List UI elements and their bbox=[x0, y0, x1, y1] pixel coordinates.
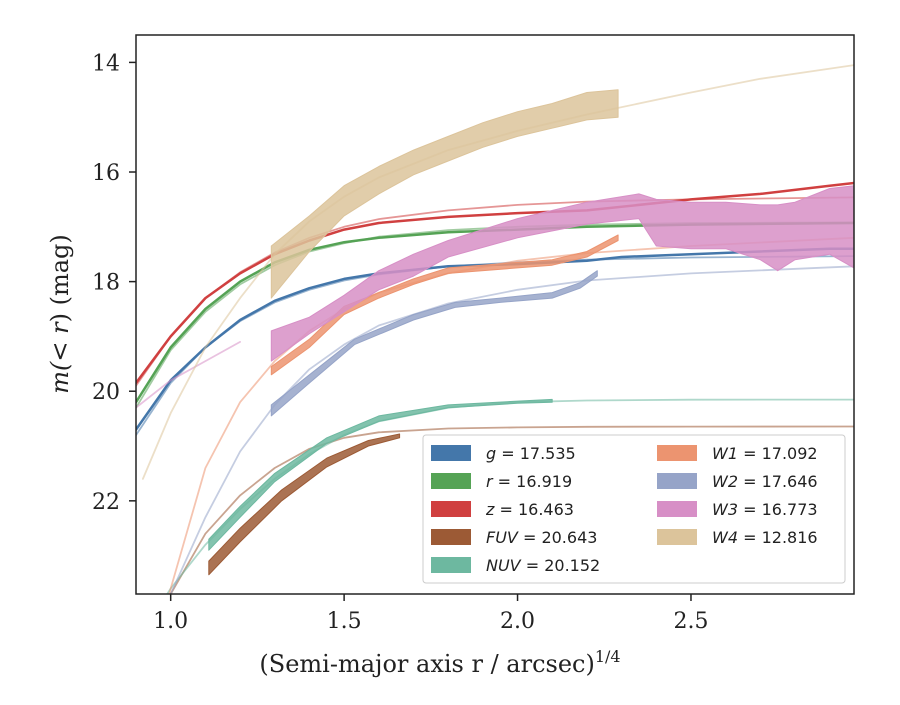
legend-swatch-r bbox=[431, 473, 471, 489]
legend-swatch-g bbox=[431, 445, 471, 461]
y-tick-label: 18 bbox=[92, 271, 120, 296]
legend-swatch-w3 bbox=[657, 501, 697, 517]
y-axis-label-prefix: m( bbox=[46, 361, 74, 394]
legend-label-w4: W4 = 12.816 bbox=[712, 528, 818, 547]
model-curve-w2 bbox=[169, 265, 854, 594]
y-axis: 14 16 18 20 22 bbox=[92, 51, 136, 515]
y-tick-label: 16 bbox=[92, 161, 120, 186]
x-axis: 1.0 1.5 2.0 2.5 bbox=[153, 594, 708, 634]
legend-swatch-w4 bbox=[657, 529, 697, 545]
x-tick-label: 2.0 bbox=[500, 609, 535, 634]
band-w4 bbox=[270, 89, 619, 299]
band-w3 bbox=[270, 185, 854, 362]
x-axis-label-superscript: 1/4 bbox=[595, 647, 621, 666]
y-axis-label: m(< r) (mag) bbox=[46, 234, 74, 394]
x-tick-label: 1.0 bbox=[153, 609, 188, 634]
legend-swatch-nuv bbox=[431, 557, 471, 573]
legend-label-w1: W1 = 17.092 bbox=[712, 444, 818, 463]
legend-label-nuv: NUV = 20.152 bbox=[486, 556, 600, 575]
legend-swatch-w2 bbox=[657, 473, 697, 489]
legend-label-z: z = 16.463 bbox=[485, 500, 574, 519]
y-tick-label: 20 bbox=[92, 380, 120, 405]
legend-label-r: r = 16.919 bbox=[486, 472, 572, 491]
data-curve-r bbox=[136, 221, 854, 404]
model-curve-w3 bbox=[136, 340, 242, 409]
x-axis-label: (Semi-major axis r / arcsec)1/4 bbox=[259, 647, 620, 678]
y-axis-label-suffix: ) (mag) bbox=[46, 234, 74, 322]
y-axis-label-math: < r bbox=[46, 321, 74, 362]
x-tick-label: 1.5 bbox=[327, 609, 362, 634]
legend-label-w2: W2 = 17.646 bbox=[712, 472, 818, 491]
plot-frame bbox=[135, 34, 855, 595]
y-tick-label: 22 bbox=[92, 490, 120, 515]
x-tick-label: 2.5 bbox=[673, 609, 708, 634]
legend-swatch-w1 bbox=[657, 445, 697, 461]
model-curve-fuv bbox=[169, 425, 854, 594]
band-fuv bbox=[208, 433, 401, 576]
legend-swatch-fuv bbox=[431, 529, 471, 545]
series-layer bbox=[136, 64, 854, 594]
legend: g = 17.535 r = 16.919 z = 16.463 FUV = 20.6… bbox=[422, 434, 846, 584]
legend-swatch-z bbox=[431, 501, 471, 517]
legend-label-w3: W3 = 16.773 bbox=[712, 500, 818, 519]
legend-frame bbox=[422, 434, 846, 584]
band-nuv bbox=[208, 398, 553, 551]
legend-label-fuv: FUV = 20.643 bbox=[486, 528, 597, 547]
legend-label-g: g = 17.535 bbox=[486, 444, 576, 463]
model-curve-nuv bbox=[166, 398, 854, 594]
model-curve-w4 bbox=[141, 64, 854, 480]
x-axis-label-main: (Semi-major axis r / arcsec) bbox=[259, 650, 594, 678]
model-curve-z bbox=[136, 196, 854, 387]
y-tick-label: 14 bbox=[92, 51, 120, 76]
